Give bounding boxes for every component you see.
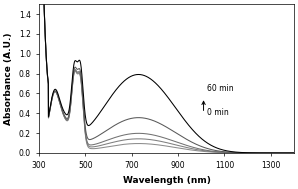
Text: 60 min: 60 min — [207, 84, 234, 93]
Text: 0 min: 0 min — [207, 108, 229, 117]
X-axis label: Wavelength (nm): Wavelength (nm) — [122, 176, 210, 185]
Y-axis label: Absorbance (A.U.): Absorbance (A.U.) — [4, 32, 13, 125]
